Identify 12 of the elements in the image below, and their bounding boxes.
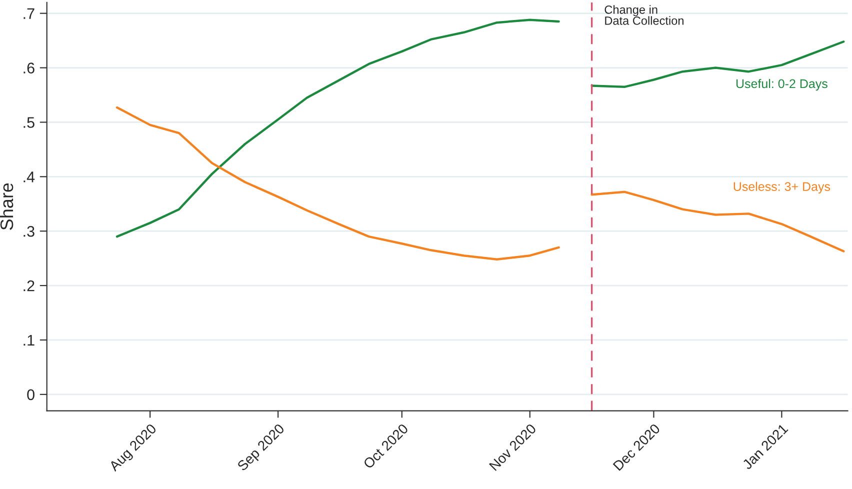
- y-tick-label: .5: [24, 117, 34, 128]
- y-tick-label: .2: [24, 280, 34, 292]
- y-tick-label: .7: [24, 8, 34, 19]
- y-tick-label: .3: [24, 226, 34, 237]
- series-label: Useful: 0-2 Days: [736, 78, 828, 91]
- series-label: Useless: 3+ Days: [734, 182, 830, 194]
- ref-line-label: Change in Data Collection: [604, 5, 684, 25]
- y-tick-label: 0: [27, 389, 34, 400]
- y-axis-title: Share: [0, 183, 14, 230]
- y-tick-label: .6: [24, 62, 34, 74]
- y-tick-label: .4: [24, 172, 35, 182]
- y-tick-label: .1: [24, 335, 34, 346]
